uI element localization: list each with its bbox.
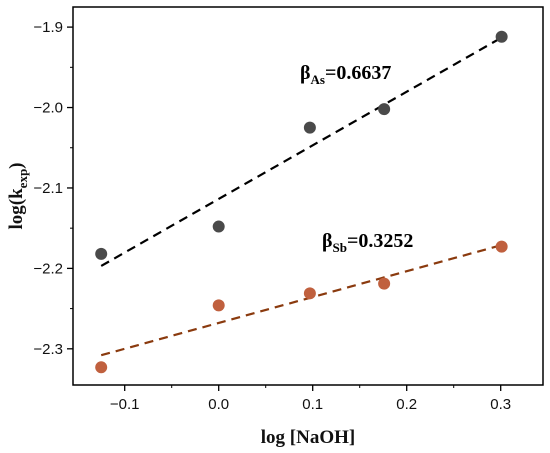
y-axis-title-close: ): [6, 162, 27, 168]
point-as: [213, 221, 225, 233]
fit-line-sb: [101, 245, 501, 355]
annotation-sb-value: =0.3252: [347, 230, 413, 252]
annotation-sb-prefix: β: [322, 230, 333, 252]
point-sb: [304, 287, 316, 299]
y-tick-label: −2.3: [33, 341, 63, 358]
point-as: [496, 31, 508, 43]
x-tick-label: 0.0: [208, 396, 229, 413]
annotation-sb: βSb=0.3252: [322, 230, 413, 255]
point-as: [378, 103, 390, 115]
annotation-as-sub: As: [311, 72, 325, 87]
y-tick-label: −1.9: [33, 19, 63, 36]
point-sb: [496, 241, 508, 253]
y-tick-label: −2.2: [33, 260, 63, 277]
annotation-sb-sub: Sb: [333, 240, 347, 255]
point-sb: [213, 299, 225, 311]
annotation-as-value: =0.6637: [325, 62, 391, 84]
annotation-as-prefix: β: [300, 62, 311, 84]
x-tick-label: 0.1: [302, 396, 323, 413]
y-axis-title-sub: exp: [15, 169, 30, 189]
y-axis-title: log(kexp): [6, 162, 30, 229]
point-sb: [378, 278, 390, 290]
y-tick-label: −2.0: [33, 100, 63, 117]
y-tick-label: −2.1: [33, 180, 63, 197]
point-as: [304, 122, 316, 134]
annotation-as: βAs=0.6637: [300, 62, 391, 87]
point-sb: [95, 361, 107, 373]
x-tick-label: −0.1: [110, 396, 140, 413]
y-axis-title-main: log(k: [6, 188, 27, 230]
x-tick-label: 0.3: [490, 396, 511, 413]
point-as: [95, 248, 107, 260]
x-tick-label: 0.2: [396, 396, 417, 413]
x-axis-title: log [NaOH]: [261, 427, 355, 448]
fit-lines: [101, 38, 501, 356]
